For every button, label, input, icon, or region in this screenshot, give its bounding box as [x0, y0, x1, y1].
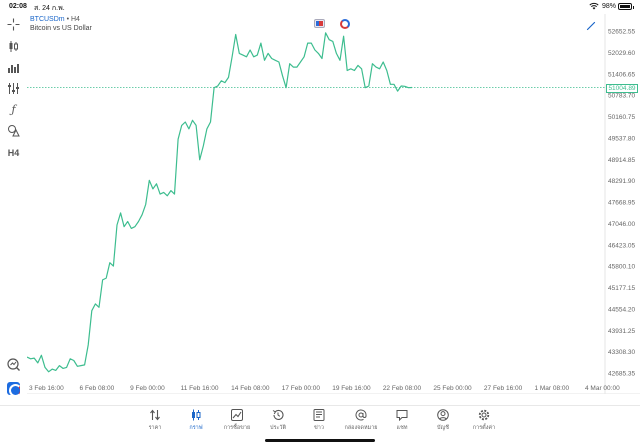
price-tick-label: 50160.75: [608, 114, 635, 121]
function-icon[interactable]: ƒ: [11, 103, 16, 116]
tab-label: บัญชี: [437, 425, 449, 431]
symbol-timeframe: H4: [70, 16, 80, 23]
time-tick-label: 19 Feb 16:00: [332, 385, 371, 392]
price-line: [27, 32, 413, 373]
trade-icon: [231, 409, 243, 421]
price-tick-label: 45177.15: [608, 285, 635, 292]
tab-account[interactable]: บัญชี: [423, 409, 463, 435]
time-tick-label: 27 Feb 16:00: [484, 385, 523, 392]
price-tick-label: 49537.80: [608, 135, 635, 142]
tab-chart[interactable]: กราฟ: [176, 409, 216, 435]
tab-label: กราฟ: [189, 425, 203, 431]
indicator-toggle-button[interactable]: [340, 19, 350, 29]
symbol-title[interactable]: BTCUSDm • H4: [30, 16, 80, 23]
tab-mailbox[interactable]: กล่องจดหมาย: [341, 409, 381, 435]
candlestick-icon[interactable]: [6, 39, 21, 54]
time-tick-label: 11 Feb 16:00: [181, 385, 219, 392]
price-tick-label: 52652.55: [608, 29, 635, 36]
tab-chat[interactable]: แชท: [382, 409, 422, 435]
status-time: 02:08: [9, 3, 27, 10]
indicators-icon[interactable]: [6, 81, 21, 96]
pencil-icon[interactable]: [586, 21, 596, 31]
quotes-icon: [150, 409, 160, 421]
battery-icon: [618, 3, 634, 10]
price-tick-label: 43308.30: [608, 349, 635, 356]
chat-icon: [396, 410, 408, 421]
status-bar: 02:08 ส. 24 ก.พ. 98%: [0, 0, 640, 14]
news-icon: [313, 409, 325, 421]
account-icon: [437, 409, 449, 421]
time-tick-label: 22 Feb 08:00: [383, 385, 422, 392]
tab-label: ข่าว: [314, 425, 324, 431]
price-tick-label: 48914.85: [608, 157, 635, 164]
time-tick-label: 14 Feb 08:00: [231, 385, 270, 392]
metatrader-logo: [7, 382, 20, 395]
price-tick-label: 43931.25: [608, 328, 635, 335]
status-date: ส. 24 ก.พ.: [34, 5, 65, 12]
objects-icon[interactable]: [6, 123, 21, 138]
price-tick-label: 47668.95: [608, 200, 635, 207]
time-tick-label: 1 Mar 08:00: [534, 385, 569, 392]
tab-settings[interactable]: การตั้งค่า: [464, 409, 504, 435]
home-indicator: [265, 439, 375, 442]
tab-news[interactable]: ข่าว: [299, 409, 339, 435]
tab-label: กล่องจดหมาย: [344, 425, 378, 431]
time-tick-label: 6 Feb 08:00: [80, 385, 115, 392]
price-tick-label: 52029.60: [608, 50, 635, 57]
symbol-description: Bitcoin vs US Dollar: [30, 25, 92, 32]
symbol-name: BTCUSDm: [30, 16, 65, 23]
bottom-tab-bar: ราคา กราฟ การซื้อขาย ประวัติ ข่าว กล่องจ…: [0, 405, 640, 435]
tab-quotes[interactable]: ราคา: [135, 409, 175, 435]
current-price-tag: 51004.89: [606, 84, 638, 93]
tab-label: การซื้อขาย: [223, 425, 251, 431]
zoom-icon[interactable]: [7, 358, 20, 371]
wifi-icon: [589, 2, 599, 10]
time-tick-label: 25 Feb 00:00: [433, 385, 472, 392]
tab-history[interactable]: ประวัติ: [258, 409, 298, 435]
tab-label: ราคา: [148, 425, 162, 431]
price-tick-label: 42685.35: [608, 371, 635, 378]
symbol-separator: •: [64, 16, 71, 23]
price-tick-label: 51406.65: [608, 71, 635, 78]
battery-percent: 98%: [602, 3, 617, 10]
one-click-trading-button[interactable]: [314, 19, 325, 28]
time-tick-label: 9 Feb 00:00: [130, 385, 165, 392]
price-tick-label: 45800.10: [608, 264, 635, 271]
time-tick-label: 4 Mar 00:00: [585, 385, 620, 392]
timeframe-button[interactable]: H4: [7, 147, 20, 158]
tab-label: การตั้งค่า: [472, 425, 496, 431]
tab-trade[interactable]: การซื้อขาย: [217, 409, 257, 435]
settings-icon: [478, 409, 490, 421]
price-tick-label: 47046.00: [608, 221, 635, 228]
history-icon: [272, 409, 284, 421]
price-tick-label: 48291.90: [608, 178, 635, 185]
left-toolbar: ƒ H4: [0, 14, 27, 394]
time-tick-label: 3 Feb 16:00: [29, 385, 64, 392]
price-tick-label: 50783.70: [608, 93, 635, 100]
chart-canvas[interactable]: 52652.55 52029.60 51406.65 50783.70 50160.75…: [27, 14, 640, 394]
time-tick-label: 17 Feb 00:00: [282, 385, 321, 392]
price-tick-label: 46423.05: [608, 242, 635, 249]
tab-label: ประวัติ: [269, 425, 287, 431]
tab-label: แชท: [396, 425, 408, 431]
chart-icon: [192, 409, 201, 421]
bar-chart-icon[interactable]: [6, 60, 21, 75]
price-tick-label: 44554.20: [608, 306, 635, 313]
crosshair-icon[interactable]: [6, 17, 21, 32]
price-chart[interactable]: 52652.55 52029.60 51406.65 50783.70 50160.75…: [27, 14, 640, 394]
mailbox-icon: [355, 409, 367, 421]
